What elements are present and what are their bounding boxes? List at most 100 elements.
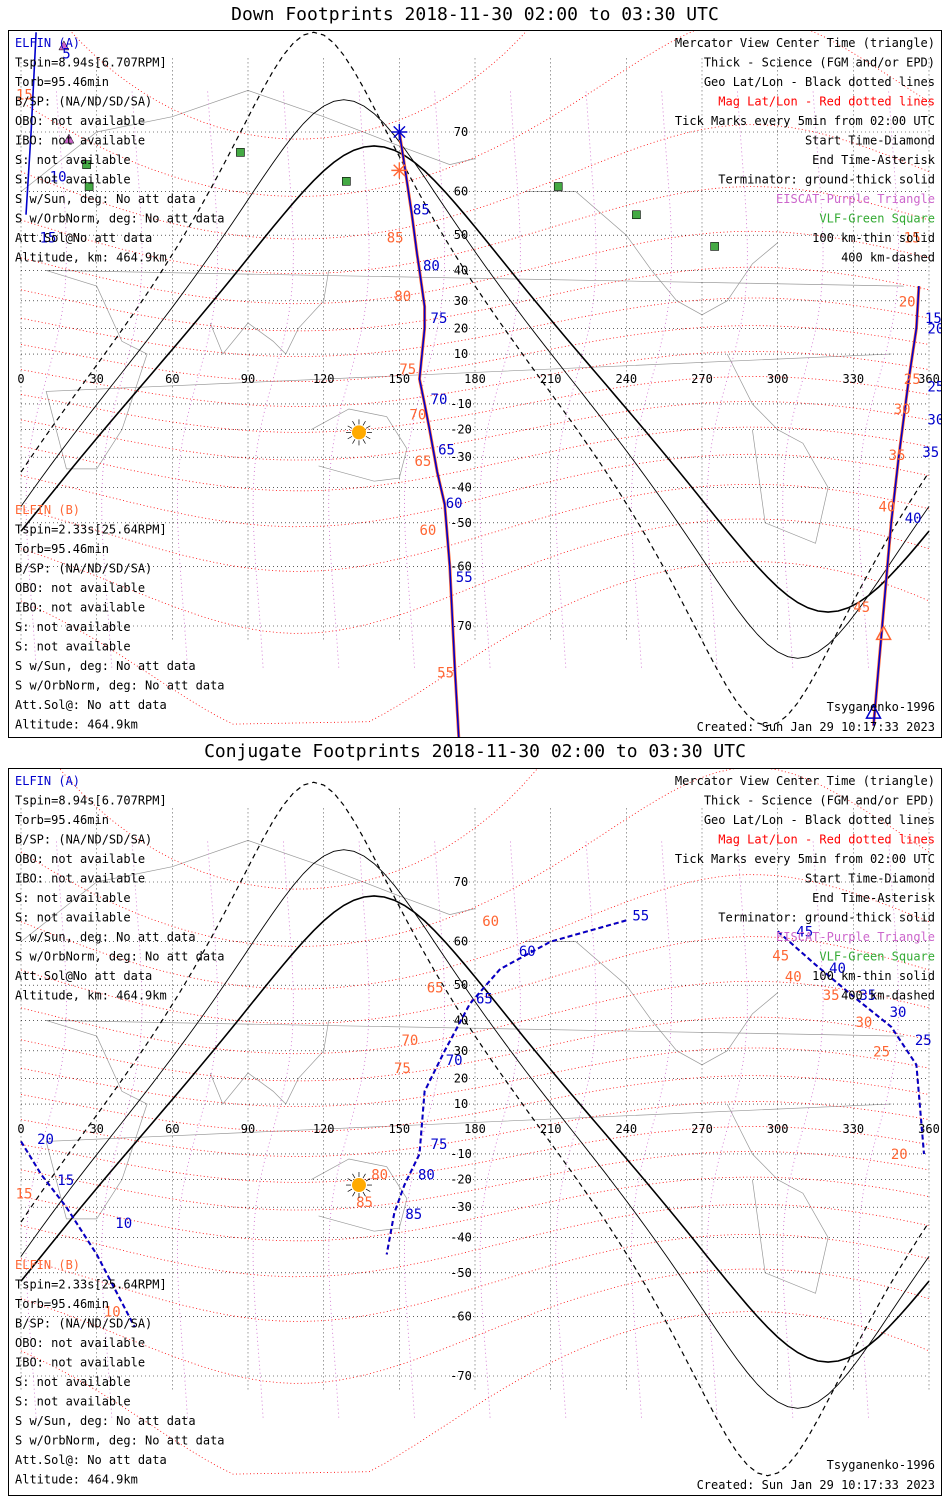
mag-grid bbox=[20, 31, 930, 725]
mag-meridian bbox=[176, 840, 219, 1418]
elfin-a-info-line: Tspin=8.94s[6.707RPM] bbox=[15, 56, 167, 70]
mag-latitude-line bbox=[20, 325, 930, 382]
elfin-a-tick-label: 10 bbox=[115, 1216, 132, 1232]
elfin-b-tick-label: 30 bbox=[894, 402, 911, 418]
mag-latitude-line bbox=[20, 1101, 930, 1157]
lat-tick-label: 60 bbox=[454, 185, 468, 199]
mag-latitude-line bbox=[20, 518, 930, 634]
mag-meridian bbox=[101, 840, 143, 1418]
elfin-b-info-line: Att.Sol@: No att data bbox=[15, 1453, 167, 1467]
lat-tick-label: -30 bbox=[450, 1200, 472, 1214]
mag-meridian bbox=[328, 840, 370, 1418]
elfin-a-tick-label: 15 bbox=[57, 1173, 74, 1189]
elfin-b-info-line: OBO: not available bbox=[15, 1336, 145, 1350]
created-timestamp: Created: Sun Jan 29 10:17:33 2023 bbox=[697, 1478, 935, 1492]
lon-tick-label: 360 bbox=[918, 1122, 940, 1136]
elfin-a-info-line: S: not available bbox=[15, 153, 131, 167]
mag-latitude-line bbox=[20, 1126, 930, 1183]
elfin-a-track bbox=[398, 131, 460, 737]
lon-tick-label: 270 bbox=[691, 1122, 713, 1136]
created-timestamp: Created: Sun Jan 29 10:17:33 2023 bbox=[697, 720, 935, 734]
lat-tick-label: 60 bbox=[454, 935, 468, 949]
lat-tick-label: -40 bbox=[450, 481, 472, 495]
elfin-a-info-line: Tspin=8.94s[6.707RPM] bbox=[15, 794, 167, 808]
elfin-a-info-line: Att.Sol@No att data bbox=[15, 231, 152, 245]
vlf-station-square bbox=[84, 182, 94, 191]
lat-tick-label: -20 bbox=[450, 1173, 472, 1187]
elfin-b-header: ELFIN (B) bbox=[15, 1258, 80, 1272]
mag-meridian bbox=[630, 90, 673, 668]
mag-meridian bbox=[782, 90, 824, 668]
elfin-b-tick-label: 40 bbox=[879, 500, 896, 516]
lat-tick-label: 30 bbox=[454, 1044, 468, 1058]
elfin-a-header: ELFIN (A) bbox=[15, 36, 80, 50]
elfin-b-info-line: Tspin=2.33s[25.64RPM] bbox=[15, 523, 167, 537]
elfin-b-info-line: Altitude: 464.9km bbox=[15, 1473, 138, 1487]
elfin-a-tick-label: 55 bbox=[632, 908, 649, 924]
elfin-a-info-line: Att.Sol@No att data bbox=[15, 969, 152, 983]
mag-meridian bbox=[252, 840, 294, 1418]
elfin-a-tick-label: 45 bbox=[796, 925, 813, 941]
elfin-a-tick-label: 10 bbox=[50, 169, 67, 185]
sun-disc bbox=[351, 1178, 366, 1193]
mag-meridian bbox=[555, 840, 597, 1418]
elfin-b-info-line: Tspin=2.33s[25.64RPM] bbox=[15, 1278, 167, 1292]
terminator-100km bbox=[20, 849, 930, 1409]
elfin-b-info-line: Altitude: 464.9km bbox=[15, 718, 138, 732]
sun-ray bbox=[352, 439, 356, 444]
elfin-b-info-line: S w/Sun, deg: No att data bbox=[15, 1414, 196, 1428]
elfin-a-tick-label: 80 bbox=[418, 1168, 435, 1184]
mag-grid bbox=[20, 769, 930, 1475]
geo-grid bbox=[20, 58, 930, 642]
mag-latitude-line bbox=[20, 31, 930, 197]
model-label: Tsyganenko-1996 bbox=[827, 700, 935, 714]
elfin-b-tick-label: 65 bbox=[414, 454, 431, 470]
elfin-b-tick-label: 60 bbox=[482, 914, 499, 930]
sun-ray bbox=[347, 425, 353, 429]
elfin-a-tick-label: 65 bbox=[438, 442, 455, 458]
mag-meridian bbox=[101, 90, 143, 668]
lon-tick-label: 150 bbox=[388, 1122, 410, 1136]
elfin-a-tick-label: 30 bbox=[890, 1005, 907, 1021]
sun-ray bbox=[365, 436, 371, 440]
elfin-a-info-line: Altitude, km: 464.9km bbox=[15, 989, 167, 1003]
lon-tick-label: 330 bbox=[842, 372, 864, 386]
mag-latitude-line bbox=[20, 124, 930, 240]
elfin-a-tick-label: 30 bbox=[927, 412, 942, 428]
legend-entry: Terminator: ground-thick solid bbox=[718, 911, 935, 925]
sun-ray bbox=[365, 425, 371, 429]
elfin-b-tick-label: 25 bbox=[904, 372, 921, 388]
lon-tick-label: 360 bbox=[918, 372, 940, 386]
lat-tick-label: -60 bbox=[450, 1309, 472, 1323]
elfin-a-tick-label: 25 bbox=[915, 1033, 932, 1049]
mag-latitude-line bbox=[20, 1075, 930, 1132]
lon-tick-label: 210 bbox=[540, 372, 562, 386]
conjugate-footprints-title: Conjugate Footprints 2018-11-30 02:00 to… bbox=[204, 741, 746, 762]
elfin-b-info-line: S: not available bbox=[15, 1395, 131, 1409]
legend-entry: 400 km-dashed bbox=[841, 989, 935, 1003]
mag-latitude-line bbox=[20, 936, 930, 1024]
mag-latitude-line bbox=[20, 1176, 930, 1242]
sun-ray bbox=[362, 420, 366, 426]
sun-ray bbox=[352, 1173, 356, 1179]
legend-entry: VLF-Green Square bbox=[819, 950, 935, 964]
mag-meridian bbox=[555, 90, 597, 668]
mag-meridian bbox=[25, 90, 67, 668]
elfin-b-info-line: S: not available bbox=[15, 1375, 131, 1389]
coastline-path bbox=[20, 90, 476, 192]
lon-tick-label: 90 bbox=[241, 1122, 255, 1136]
lat-tick-label: -10 bbox=[450, 397, 472, 411]
coastline-path bbox=[45, 270, 904, 470]
legend-entry: Mercator View Center Time (triangle) bbox=[675, 774, 935, 788]
elfin-b-info-line: B/SP: (NA/ND/SD/SA) bbox=[15, 1317, 152, 1331]
lat-tick-label: -70 bbox=[450, 1369, 472, 1383]
elfin-b-tick-label: 35 bbox=[823, 988, 840, 1004]
lat-tick-label: -20 bbox=[450, 423, 472, 437]
elfin-a-info-line: S w/Sun, deg: No att data bbox=[15, 192, 196, 206]
lon-tick-label: 30 bbox=[89, 1122, 103, 1136]
mag-latitude-line bbox=[20, 1268, 930, 1384]
elfin-b-tick-label: 85 bbox=[356, 1195, 373, 1211]
elfin-a-tick-label: 55 bbox=[456, 570, 473, 586]
elfin-a-tick-label: 20 bbox=[927, 322, 942, 338]
legend-entry: VLF-Green Square bbox=[819, 212, 935, 226]
